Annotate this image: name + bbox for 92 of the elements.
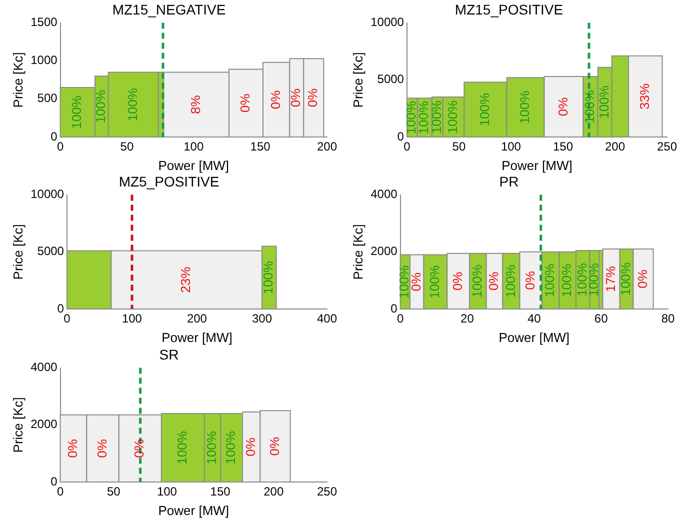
y-tick-label: 2000 [370,244,398,258]
x-axis-title: Power [MW] [498,330,570,345]
y-tick-label: 0 [397,129,404,144]
y-axis-title: Price [Kc] [10,52,26,108]
x-tick-label: 50 [452,140,466,154]
y-axis-title: Price [Kc] [350,224,366,280]
x-tick-label: 250 [316,484,338,499]
x-tick-label: 50 [106,484,121,499]
annotation: 23% [178,266,194,293]
annotation: 100% [542,263,558,298]
annotation: 100% [204,430,220,464]
annotation: 100% [404,100,419,134]
x-axis-title: Power [MW] [158,502,230,518]
annotation: 100% [69,95,84,129]
x-tick-label: 80 [661,312,675,326]
x-axis-title: Power [MW] [158,158,230,173]
x-tick-label: 100 [500,140,522,154]
annotation: 100% [260,260,276,294]
x-tick-label: 40 [527,312,542,326]
y-tick-label: 2000 [30,417,58,432]
annotation: 0% [486,271,502,291]
y-tick-label: 500 [37,91,58,106]
annotation: 100% [174,430,190,464]
x-tick-label: 400 [316,312,338,326]
x-tick-label: 250 [656,140,678,154]
y-tick-label: 4000 [370,187,398,202]
x-tick-label: 60 [594,312,608,326]
y-tick-label: 10000 [30,187,64,202]
y-axis-title: Price [Kc] [10,397,26,453]
x-tick-label: 100 [122,312,142,326]
y-tick-label: 0 [390,301,398,316]
annotation: 100% [470,264,485,298]
annotation: 100% [618,262,634,296]
x-axis-title: Power [MW] [502,158,572,173]
annotation: 100% [582,90,598,124]
annotation: 100% [416,100,432,134]
annotation: 0% [555,96,570,116]
chart-title: SR [159,346,179,362]
y-axis-title: Price [Kc] [350,52,366,108]
annotation: 100% [124,88,140,122]
x-tick-label: 200 [316,140,338,154]
chart-title: PR [499,173,519,190]
y-tick-label: 5000 [377,72,404,86]
annotation: 0% [65,438,80,458]
annotation: 0% [450,271,465,291]
x-tick-label: 20 [460,312,474,326]
x-tick-label: 300 [252,312,272,326]
annotation: 100% [93,89,108,124]
annotation: 0% [288,88,304,108]
y-tick-label: 0 [50,129,58,144]
annotation: 100% [223,430,238,464]
y-tick-label: 1500 [30,15,58,30]
annotation: 100% [427,264,442,299]
y-tick-label: 0 [50,474,58,488]
x-tick-label: 200 [264,484,284,499]
x-tick-label: 200 [604,140,626,154]
x-tick-label: 150 [210,484,231,499]
annotation: 17% [602,266,618,292]
annotation: 8% [188,94,203,114]
annotation: 0% [522,270,538,290]
chart-title: MZ15_POSITIVE [454,1,564,18]
x-tick-label: 100 [156,484,178,499]
annotation: 33% [636,83,652,110]
x-axis-title: Power [MW] [162,330,232,345]
chart-title: MZ5_POSITIVE [118,173,220,190]
annotation: 0% [238,93,253,113]
x-tick-label: 100 [184,140,204,154]
y-tick-label: 10000 [370,15,404,30]
x-tick-label: 200 [186,312,208,326]
annotation: 100% [445,100,460,134]
annotation: 0% [94,438,110,458]
y-tick-label: 1000 [30,53,58,68]
chart-title: MZ15_NEGATIVE [112,1,226,18]
annotation: 0% [242,437,258,456]
annotation: 100% [596,85,612,119]
annotation: 100% [428,100,444,134]
x-tick-label: 150 [552,140,574,154]
y-tick-label: 0 [57,301,64,316]
annotation: 0% [634,269,650,288]
y-axis-title: Price [Kc] [10,224,26,280]
y-tick-label: 4000 [30,360,58,374]
annotation: 100% [559,263,574,298]
annotation: 100% [517,90,532,124]
annotation: 100% [477,92,492,126]
x-tick-label: 150 [250,140,271,154]
annotation: 0% [268,90,283,110]
annotation: 0% [266,436,282,456]
annotation: 100% [502,264,518,298]
y-tick-label: 5000 [37,244,64,258]
annotation: 0% [305,88,320,108]
x-tick-label: 50 [120,140,134,154]
annotation: 0% [132,438,147,458]
